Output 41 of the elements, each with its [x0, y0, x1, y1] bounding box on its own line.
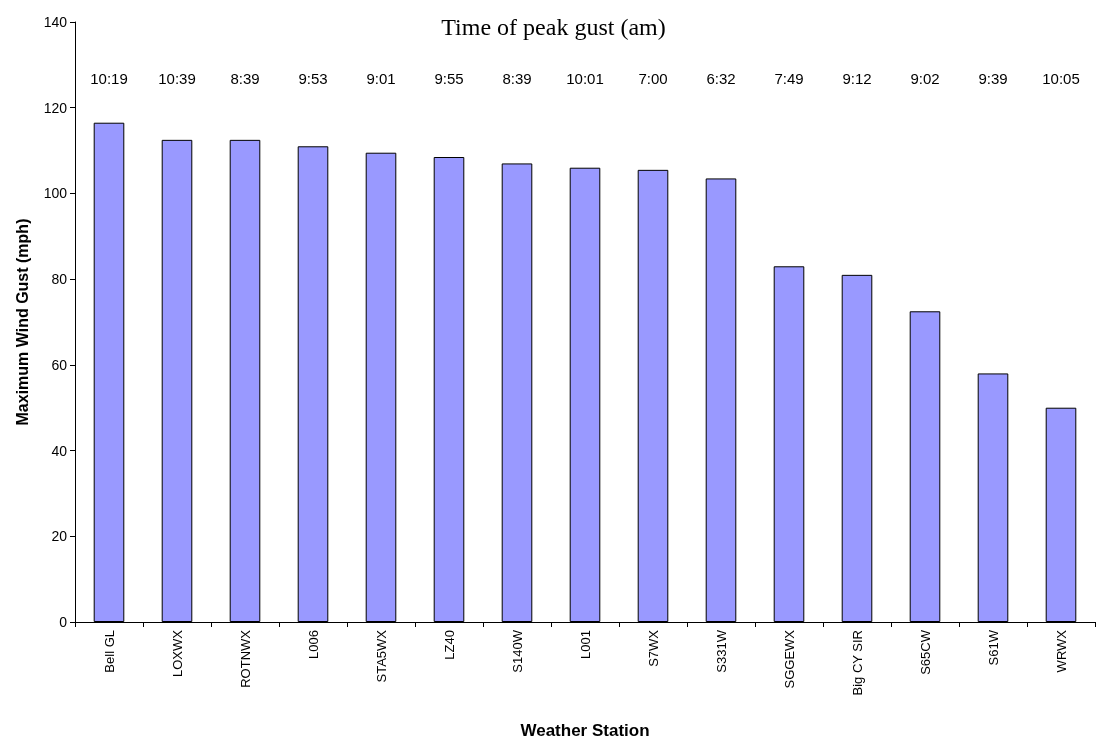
x-tick-label: STA5WX: [373, 629, 389, 683]
annotation: 8:39: [230, 69, 260, 87]
x-tick-label: S140W: [509, 629, 525, 673]
annotation: 10:39: [158, 69, 196, 87]
y-tick-label: 0: [59, 614, 68, 630]
y-axis-title: Maximum Wind Gust (mph): [13, 218, 31, 426]
annotation: 10:19: [90, 69, 128, 87]
annotation: 7:00: [638, 69, 668, 87]
annotation: 10:05: [1042, 69, 1080, 87]
annotation: 10:01: [566, 69, 604, 87]
annotation: 9:39: [978, 69, 1008, 87]
y-tick-label: 140: [43, 14, 68, 30]
x-tick-label: ROTNWX: [237, 629, 253, 688]
y-tick-label: 20: [51, 528, 68, 545]
x-tick-label: S7WX: [645, 629, 661, 667]
chart-title: Time of peak gust (am): [441, 14, 666, 40]
x-axis-title: Weather Station: [520, 721, 650, 740]
y-tick-label: 80: [51, 271, 68, 288]
x-tick-label: L001: [577, 630, 593, 659]
x-tick-label: L006: [305, 630, 321, 659]
x-tick-label: S61W: [985, 629, 1001, 666]
x-tick-label: LZ40: [441, 630, 457, 660]
y-tick-label: 40: [51, 442, 68, 459]
annotation: 6:32: [706, 69, 736, 87]
y-tick-label: 100: [43, 185, 68, 202]
y-tick-label: 60: [51, 356, 68, 373]
annotation: 7:49: [774, 69, 804, 87]
x-tick-label: WRWX: [1053, 629, 1069, 673]
annotation: 9:01: [366, 69, 396, 87]
annotation: 9:02: [910, 69, 940, 87]
x-tick-label: S331W: [713, 629, 729, 673]
annotation: 9:53: [298, 69, 328, 87]
x-tick-label: SGGEWX: [781, 629, 797, 689]
x-tick-label: LOXWX: [169, 629, 185, 677]
annotation: 8:39: [502, 69, 532, 87]
x-tick-label: Bell GL: [101, 630, 117, 673]
x-tick-label: Big CY SIR: [849, 630, 865, 696]
annotation: 9:12: [842, 69, 872, 87]
x-tick-label: S65CW: [917, 629, 933, 675]
annotation: 9:55: [434, 69, 464, 87]
y-tick-label: 120: [43, 99, 68, 116]
